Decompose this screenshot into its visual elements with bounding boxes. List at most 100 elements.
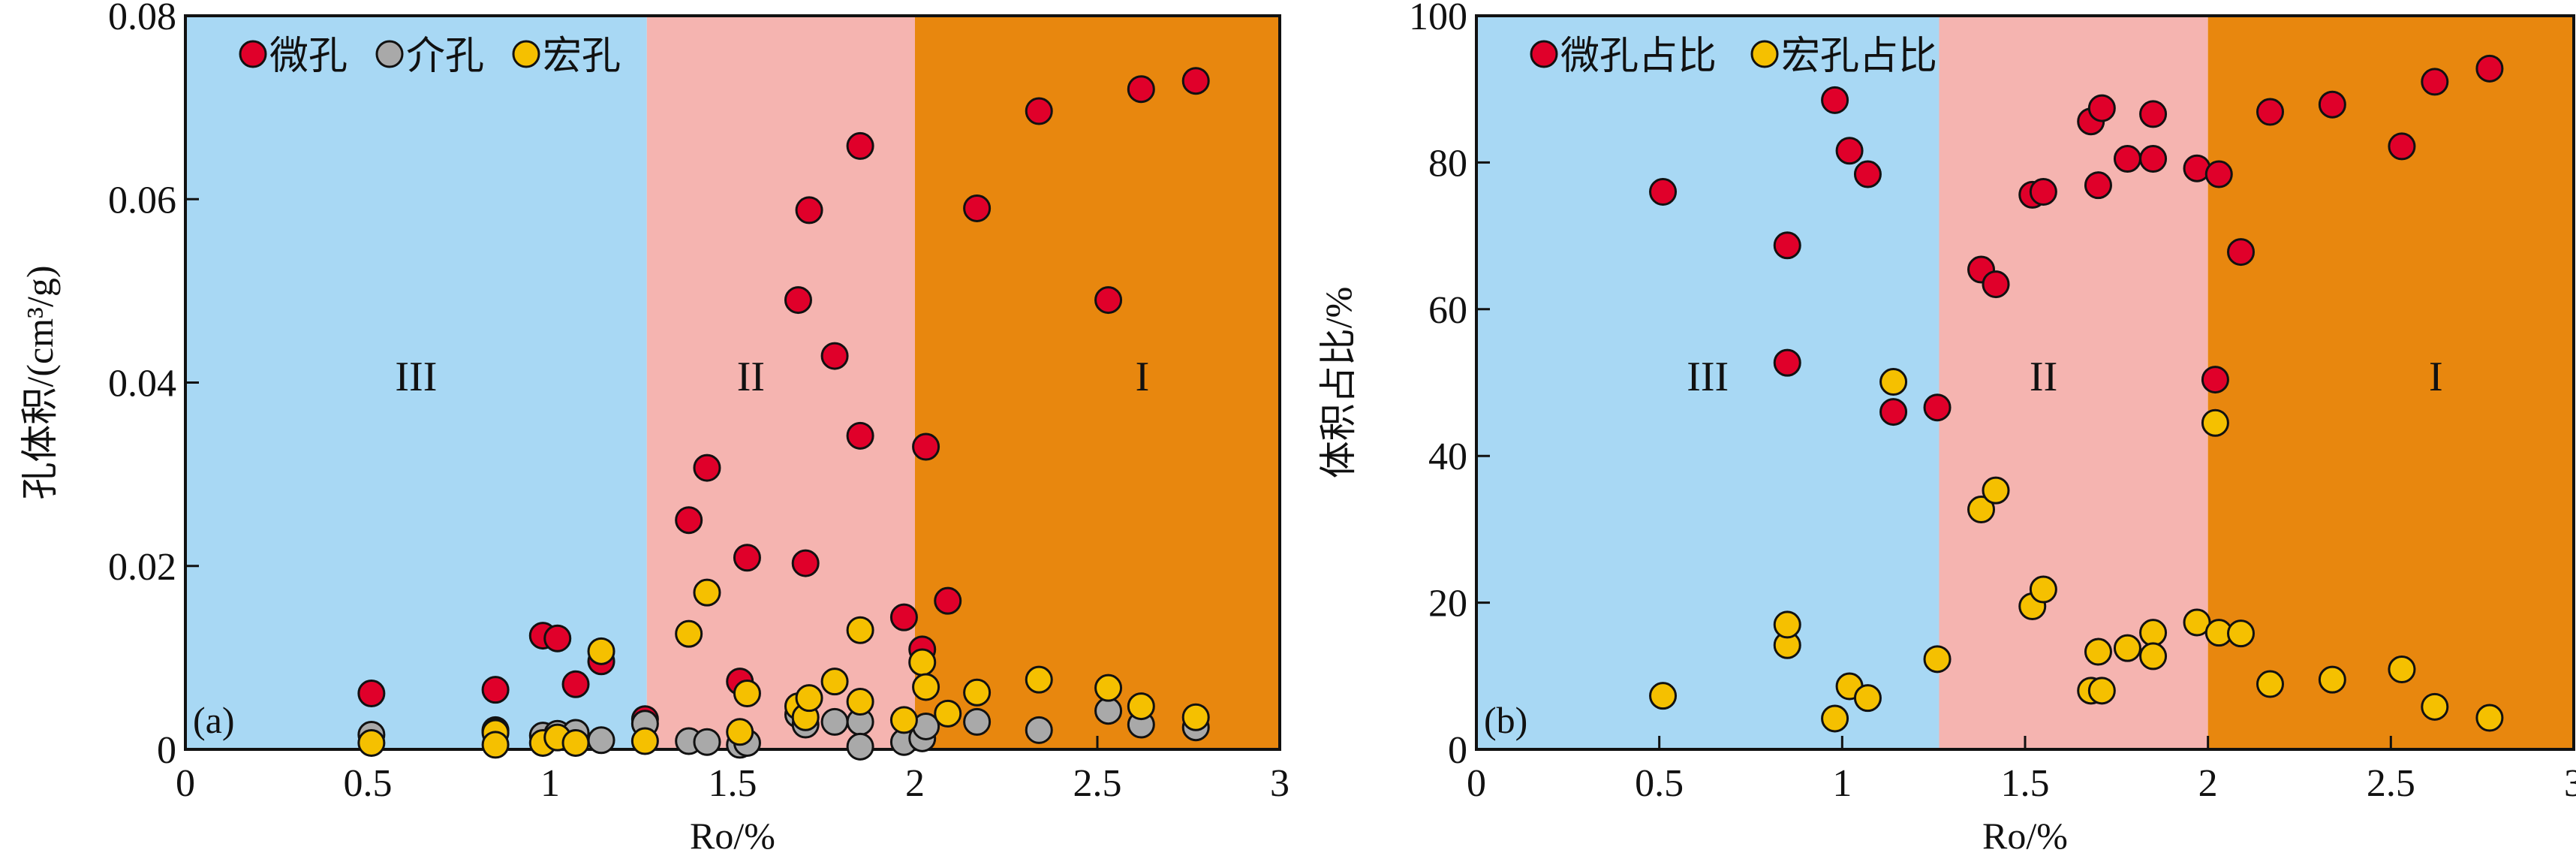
data-point-micro [1982, 270, 2010, 299]
series-macro [357, 578, 1210, 759]
data-point-macro [889, 706, 918, 734]
zone-III [185, 16, 647, 749]
data-point-micro [1181, 67, 1210, 95]
legend-marker-meso [375, 40, 404, 68]
data-point-meso [963, 707, 992, 736]
data-point-macro [934, 699, 962, 728]
zone-I [915, 16, 1280, 749]
data-point-micro [2421, 68, 2449, 96]
x-axis-label: Ro/% [690, 815, 775, 857]
data-point-micro [2227, 238, 2256, 267]
data-point-micro [733, 544, 761, 572]
legend-label: 介孔 [406, 35, 484, 78]
data-point-macro [2421, 692, 2449, 721]
x-tick-label: 1.5 [709, 762, 757, 805]
legend-label: 宏孔 [543, 35, 621, 78]
data-point-macro [2227, 619, 2256, 648]
y-tick-label: 40 [1428, 436, 1467, 478]
data-point-micro [357, 680, 386, 708]
data-point-macro [2087, 677, 2116, 705]
data-point-macro [1967, 496, 1996, 524]
series-micro [1649, 54, 2504, 426]
x-tick-label: 2.5 [2367, 762, 2415, 805]
data-point-macro [2256, 670, 2285, 698]
x-axis-label: Ro/% [1982, 815, 2068, 857]
panel-label: (b) [1484, 699, 1527, 741]
data-point-macro [1181, 703, 1210, 731]
data-point-micro [963, 194, 992, 222]
data-point-micro [1649, 177, 1678, 206]
data-point-micro [1127, 75, 1155, 104]
data-point-macro [908, 648, 937, 677]
data-point-macro [2475, 704, 2504, 732]
data-point-meso [846, 732, 874, 761]
data-point-macro [2201, 408, 2229, 437]
x-tick-label: 3 [2564, 762, 2576, 805]
data-point-macro [1025, 665, 1053, 694]
data-point-micro [2201, 366, 2229, 394]
data-point-micro [846, 421, 874, 450]
data-point-micro [561, 670, 590, 698]
data-point-macro [2139, 619, 2168, 647]
zone-label: III [1687, 354, 1729, 400]
zone-label: II [2030, 354, 2057, 400]
x-tick-label: 3 [1270, 762, 1290, 805]
y-tick-label: 0 [1448, 729, 1467, 772]
data-point-macro [726, 718, 754, 746]
data-point-macro [1923, 645, 1952, 674]
data-point-macro [820, 668, 849, 696]
data-point-micro [2113, 145, 2141, 173]
data-point-macro [1649, 682, 1678, 710]
data-point-micro [481, 676, 510, 704]
data-point-micro [1923, 393, 1952, 422]
data-point-macro [1853, 684, 1882, 713]
data-point-meso [1025, 716, 1053, 744]
zone-label: I [2429, 354, 2443, 400]
data-point-micro [1853, 160, 1882, 188]
data-point-macro [1821, 704, 1849, 733]
data-point-micro [2029, 177, 2057, 206]
data-point-macro [1127, 692, 1155, 721]
data-point-macro [795, 684, 823, 713]
data-point-macro [1982, 476, 2010, 505]
y-tick-label: 0.08 [108, 0, 176, 38]
data-point-macro [733, 680, 761, 708]
data-point-macro [1879, 368, 1908, 396]
y-tick-label: 80 [1428, 142, 1467, 185]
x-tick-label: 0 [176, 762, 195, 805]
x-tick-label: 1 [1832, 762, 1852, 805]
zone-label: III [395, 354, 437, 400]
data-point-micro [1025, 97, 1053, 125]
panel-label: (a) [193, 699, 235, 741]
data-point-macro [846, 616, 874, 644]
y-axis-label: 孔体积/(cm³/g) [19, 265, 61, 499]
legend-marker-macro [512, 40, 540, 68]
legend-label: 宏孔占比 [1781, 35, 1937, 78]
x-tick-label: 2 [2198, 762, 2218, 805]
x-tick-label: 2.5 [1073, 762, 1122, 805]
y-tick-label: 0.04 [108, 363, 176, 405]
data-point-micro [889, 603, 918, 631]
x-tick-label: 1 [540, 762, 560, 805]
zone-label: II [737, 354, 765, 400]
data-point-micro [795, 196, 823, 225]
data-point-macro [357, 728, 386, 757]
data-point-meso [820, 707, 849, 736]
data-point-micro [2139, 100, 2168, 128]
data-point-micro [543, 624, 572, 653]
data-point-macro [2388, 656, 2416, 684]
y-tick-label: 0.02 [108, 546, 176, 589]
data-point-meso [1094, 697, 1123, 725]
data-point-meso [587, 726, 615, 755]
data-point-macro [963, 678, 992, 707]
data-point-micro [2388, 132, 2416, 161]
data-point-micro [934, 586, 962, 615]
x-tick-label: 1.5 [2001, 762, 2050, 805]
x-tick-label: 0.5 [344, 762, 393, 805]
legend-marker-micro [1530, 40, 1558, 68]
data-point-micro [1773, 231, 1801, 260]
y-tick-label: 0.06 [108, 179, 176, 222]
data-point-micro [2204, 160, 2233, 188]
y-tick-label: 0 [157, 729, 176, 772]
y-tick-label: 60 [1428, 289, 1467, 332]
